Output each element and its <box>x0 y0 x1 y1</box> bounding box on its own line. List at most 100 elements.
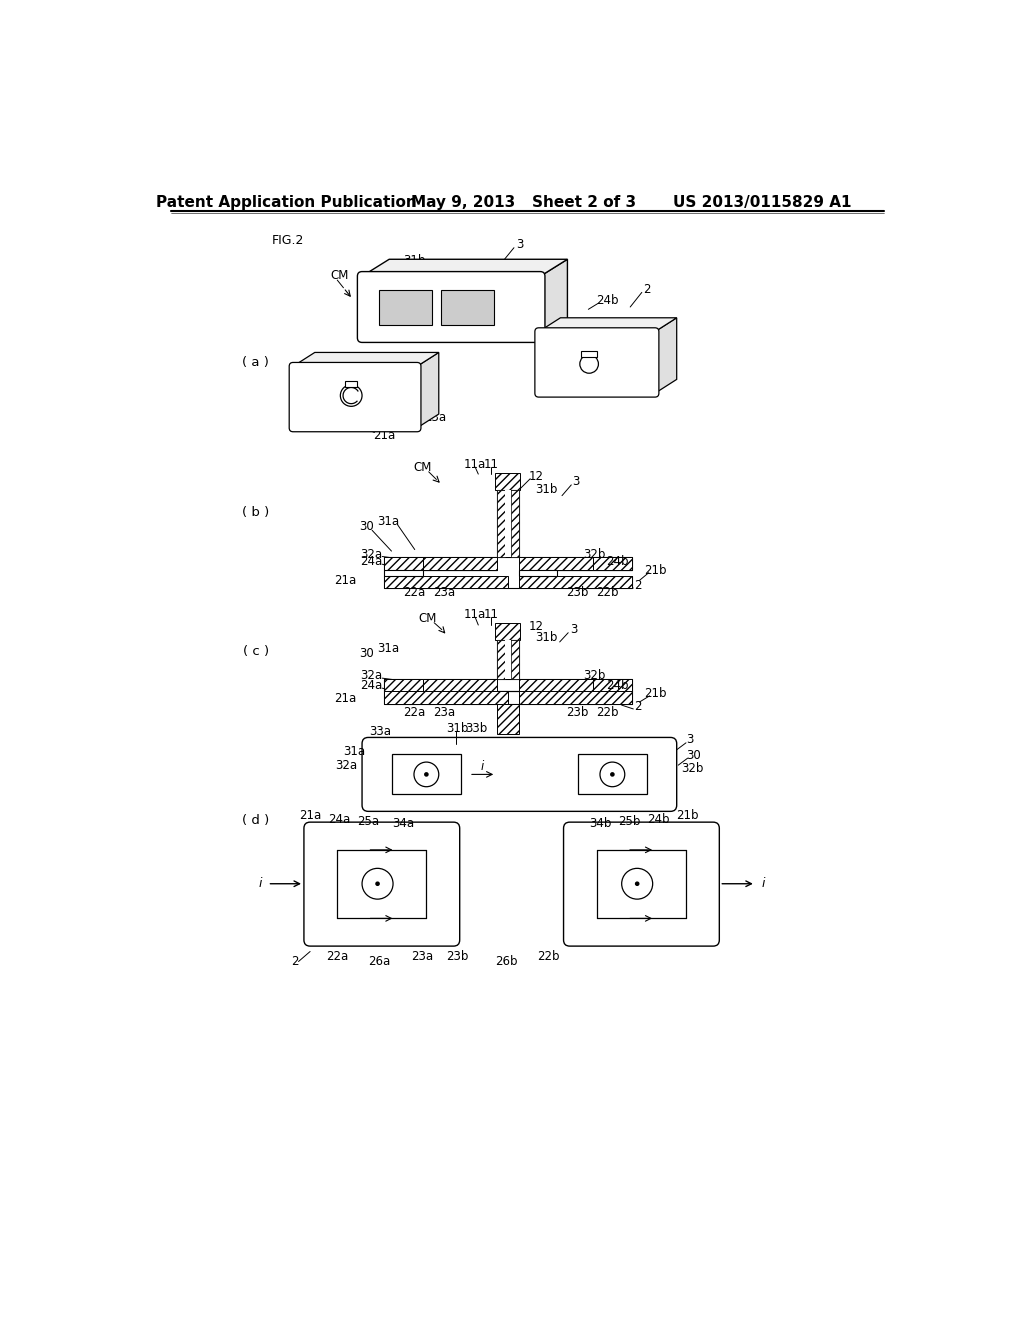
Text: 23b: 23b <box>582 371 604 384</box>
Text: 2: 2 <box>291 954 298 968</box>
Text: 31b: 31b <box>536 631 558 644</box>
Text: ( a ): ( a ) <box>243 356 269 370</box>
Text: 3: 3 <box>686 733 693 746</box>
Polygon shape <box>379 290 432 325</box>
Polygon shape <box>497 640 518 678</box>
Text: 31b: 31b <box>446 722 469 735</box>
Circle shape <box>635 882 640 886</box>
Polygon shape <box>497 640 505 678</box>
Text: 31b: 31b <box>403 253 426 267</box>
Text: 2: 2 <box>634 700 642 713</box>
Polygon shape <box>578 755 647 795</box>
Text: 34b: 34b <box>590 817 612 830</box>
Text: 22a: 22a <box>403 706 426 719</box>
Text: i: i <box>480 760 483 774</box>
Text: 32a: 32a <box>360 669 382 682</box>
Polygon shape <box>518 692 632 704</box>
Polygon shape <box>423 557 497 570</box>
Text: 11a: 11a <box>464 607 486 620</box>
Text: i: i <box>259 878 262 890</box>
Polygon shape <box>539 318 677 331</box>
Text: 32a: 32a <box>360 548 382 561</box>
Polygon shape <box>497 490 505 557</box>
Polygon shape <box>345 381 357 387</box>
Polygon shape <box>505 490 511 557</box>
FancyBboxPatch shape <box>357 272 545 342</box>
Text: FIG.2: FIG.2 <box>271 234 304 247</box>
FancyBboxPatch shape <box>535 327 658 397</box>
Text: 25b: 25b <box>618 814 641 828</box>
Polygon shape <box>496 623 520 640</box>
Text: CM: CM <box>414 462 432 474</box>
Text: 25a: 25a <box>357 814 379 828</box>
Text: 12: 12 <box>529 470 544 483</box>
Text: 23a: 23a <box>433 706 456 719</box>
FancyBboxPatch shape <box>362 738 677 812</box>
Text: 23a: 23a <box>412 950 433 964</box>
Text: 22a: 22a <box>403 586 426 599</box>
Polygon shape <box>593 678 632 692</box>
Polygon shape <box>505 640 511 678</box>
Polygon shape <box>384 570 423 576</box>
Text: 21b: 21b <box>676 809 698 822</box>
Polygon shape <box>539 331 655 393</box>
Polygon shape <box>518 678 593 692</box>
Text: 31a: 31a <box>396 265 418 279</box>
Text: 32a: 32a <box>336 759 357 772</box>
Text: 23b: 23b <box>566 706 589 719</box>
Polygon shape <box>496 473 520 490</box>
FancyBboxPatch shape <box>304 822 460 946</box>
Text: 21b: 21b <box>644 686 667 700</box>
Text: 21b: 21b <box>644 564 667 577</box>
Text: 22a: 22a <box>326 950 348 964</box>
Polygon shape <box>293 352 438 367</box>
Text: 30: 30 <box>527 265 543 279</box>
Polygon shape <box>497 490 518 557</box>
Text: 32b: 32b <box>584 669 606 682</box>
Text: 24a: 24a <box>360 556 383 569</box>
Text: 22a: 22a <box>396 417 418 430</box>
Text: 33a: 33a <box>369 725 391 738</box>
Text: 2: 2 <box>643 282 651 296</box>
Text: ( c ): ( c ) <box>243 644 269 657</box>
Polygon shape <box>293 367 417 428</box>
Text: 23b: 23b <box>446 950 469 964</box>
Text: 24b: 24b <box>606 556 629 569</box>
Polygon shape <box>518 576 632 589</box>
Text: 32b: 32b <box>584 548 606 561</box>
Polygon shape <box>423 678 497 692</box>
Text: 3: 3 <box>516 238 523 251</box>
Polygon shape <box>593 557 632 570</box>
Text: US 2013/0115829 A1: US 2013/0115829 A1 <box>673 195 851 210</box>
Text: 21a: 21a <box>299 809 322 822</box>
Text: 22b: 22b <box>596 586 618 599</box>
Polygon shape <box>384 692 508 704</box>
Text: 3: 3 <box>570 623 578 636</box>
Text: 30: 30 <box>686 750 701 763</box>
Text: 30: 30 <box>359 520 374 533</box>
Polygon shape <box>497 704 518 734</box>
Text: 24b: 24b <box>596 294 618 308</box>
FancyBboxPatch shape <box>563 822 719 946</box>
Circle shape <box>424 772 429 776</box>
Text: 26b: 26b <box>495 954 517 968</box>
Text: 24b: 24b <box>606 680 629 693</box>
Text: 22b: 22b <box>538 950 560 964</box>
Polygon shape <box>511 640 518 678</box>
Polygon shape <box>384 678 423 692</box>
Text: 33b: 33b <box>466 722 487 735</box>
Text: 23b: 23b <box>566 586 589 599</box>
Polygon shape <box>384 557 423 570</box>
Text: 24b: 24b <box>647 813 670 825</box>
Text: 24a: 24a <box>360 680 383 693</box>
Text: 11: 11 <box>483 458 499 471</box>
Polygon shape <box>518 557 593 570</box>
Text: CM: CM <box>419 612 437 626</box>
Circle shape <box>580 355 598 374</box>
Text: 11: 11 <box>483 607 499 620</box>
Circle shape <box>610 772 614 776</box>
Text: 32b: 32b <box>681 762 703 775</box>
Polygon shape <box>582 351 597 358</box>
Polygon shape <box>655 318 677 393</box>
Text: ( b ): ( b ) <box>243 506 269 519</box>
